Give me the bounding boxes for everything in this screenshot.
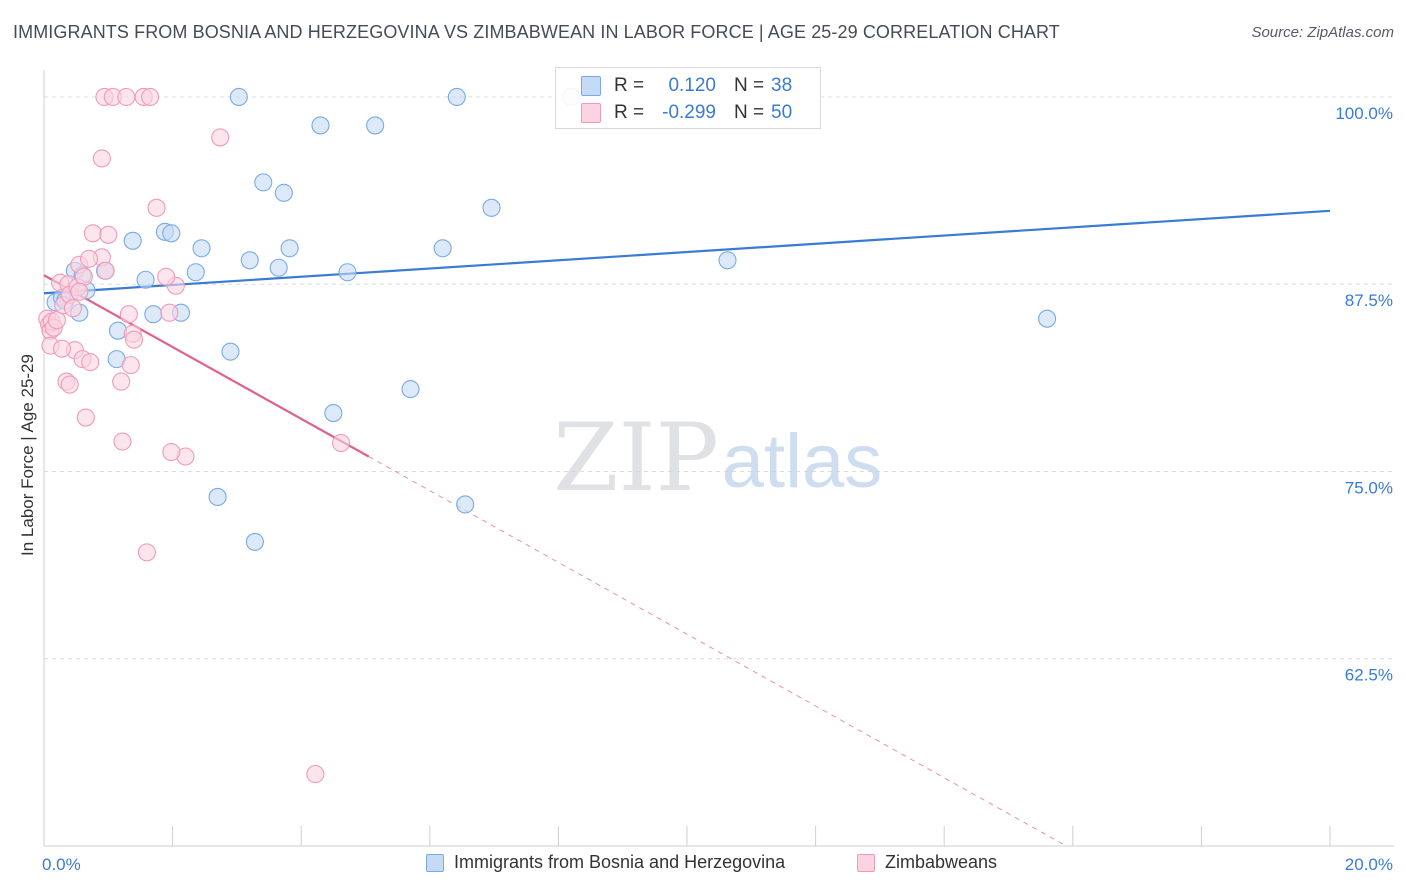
- point-bosnia: [338, 263, 357, 282]
- point-zimbabwe: [160, 303, 179, 322]
- point-zimbabwe: [70, 282, 89, 301]
- point-bosnia: [456, 495, 475, 514]
- trend-line-bosnia: [43, 209, 1331, 295]
- point-bosnia: [108, 321, 127, 340]
- point-zimbabwe: [147, 198, 166, 217]
- point-bosnia: [221, 342, 240, 361]
- trend-line-zimbabwe: [43, 274, 370, 458]
- bottom-legend: Immigrants from Bosnia and Herzegovina Z…: [0, 852, 1406, 876]
- point-zimbabwe: [117, 87, 136, 107]
- y-tick-label: 75.0%: [1345, 478, 1393, 497]
- point-zimbabwe: [81, 353, 100, 372]
- legend-swatch-zimbabweans: [857, 853, 875, 872]
- point-zimbabwe: [47, 311, 66, 330]
- y-tick-label: 62.5%: [1345, 666, 1393, 685]
- point-bosnia: [245, 532, 264, 551]
- stats-n-value: 50: [771, 102, 793, 123]
- y-tick-label: 87.5%: [1345, 291, 1393, 310]
- point-bosnia: [240, 251, 259, 270]
- legend-swatch-bosnia: [426, 853, 444, 872]
- point-zimbabwe: [74, 267, 93, 286]
- point-bosnia: [144, 305, 163, 324]
- point-zimbabwe: [52, 339, 72, 358]
- point-bosnia: [123, 231, 142, 250]
- point-bosnia: [433, 239, 452, 258]
- point-zimbabwe: [113, 432, 132, 451]
- stats-r-label: R =: [614, 102, 645, 123]
- y-tick-label: 100.0%: [1335, 104, 1393, 123]
- stats-r-value: 0.120: [668, 75, 716, 96]
- point-bosnia: [311, 116, 330, 135]
- stats-n-label: N =: [734, 75, 765, 96]
- point-bosnia: [482, 198, 501, 217]
- legend-item-zimbabweans[interactable]: Zimbabweans: [857, 852, 997, 873]
- point-zimbabwe: [76, 408, 95, 427]
- stats-r-value: -0.299: [662, 102, 716, 123]
- point-bosnia: [718, 251, 737, 270]
- point-zimbabwe: [157, 267, 176, 286]
- source-label: Source: ZipAtlas.com: [1251, 24, 1394, 41]
- point-bosnia: [280, 239, 299, 258]
- tick-labels: 100.0% 87.5% 75.0% 62.5% 0.0% 20.0%: [42, 104, 1393, 874]
- axes: [43, 70, 1394, 847]
- stats-swatch-zimbabwe: [581, 103, 601, 123]
- point-bosnia: [186, 263, 205, 282]
- point-zimbabwe: [211, 128, 230, 147]
- y-axis-title: In Labor Force | Age 25-29: [18, 354, 37, 556]
- point-zimbabwe: [79, 249, 99, 268]
- point-bosnia: [254, 173, 273, 192]
- stats-n-label: N =: [734, 102, 765, 123]
- point-zimbabwe: [119, 305, 138, 324]
- stats-r-label: R =: [614, 75, 645, 96]
- point-zimbabwe: [96, 261, 115, 280]
- data-points: [38, 87, 1057, 784]
- point-zimbabwe: [332, 433, 351, 453]
- point-zimbabwe: [112, 372, 131, 391]
- point-bosnia: [366, 116, 385, 135]
- legend-item-bosnia[interactable]: Immigrants from Bosnia and Herzegovina: [426, 852, 785, 873]
- point-zimbabwe: [162, 442, 181, 462]
- point-bosnia: [324, 404, 343, 423]
- x-tick-label: 20.0%: [1345, 855, 1393, 874]
- point-bosnia: [269, 258, 288, 277]
- trend-extension-zimbabwe: [368, 456, 1067, 847]
- legend-label-bosnia: Immigrants from Bosnia and Herzegovina: [454, 852, 786, 872]
- x-tick-label: 0.0%: [42, 855, 81, 874]
- point-bosnia: [274, 183, 293, 202]
- point-bosnia: [447, 87, 466, 107]
- point-bosnia: [1038, 309, 1057, 328]
- point-bosnia: [208, 487, 227, 507]
- point-bosnia: [162, 224, 181, 243]
- point-zimbabwe: [92, 149, 111, 168]
- chart-title: IMMIGRANTS FROM BOSNIA AND HERZEGOVINA V…: [13, 22, 1060, 42]
- watermark-atlas: atlas: [722, 419, 883, 504]
- point-zimbabwe: [306, 765, 325, 784]
- stats-legend: R = 0.120 N = 38 R = -0.299 N = 50: [555, 67, 821, 129]
- legend-label-zimbabweans: Zimbabweans: [885, 852, 998, 872]
- point-bosnia: [401, 380, 420, 399]
- point-zimbabwe: [121, 356, 140, 375]
- point-zimbabwe: [99, 225, 118, 244]
- point-zimbabwe: [60, 375, 79, 394]
- point-bosnia: [136, 270, 155, 289]
- point-zimbabwe: [141, 87, 160, 107]
- point-zimbabwe: [137, 543, 156, 562]
- point-bosnia: [192, 239, 211, 258]
- stats-swatch-bosnia: [581, 76, 601, 96]
- point-bosnia: [229, 87, 248, 107]
- point-zimbabwe: [63, 299, 82, 318]
- watermark: ZIP atlas: [553, 404, 882, 513]
- trend-lines: [43, 209, 1331, 847]
- point-zimbabwe: [83, 224, 102, 243]
- gridlines: [44, 96, 1392, 660]
- stats-n-value: 38: [771, 75, 793, 96]
- point-zimbabwe: [124, 330, 144, 349]
- watermark-zip: ZIP: [553, 404, 719, 513]
